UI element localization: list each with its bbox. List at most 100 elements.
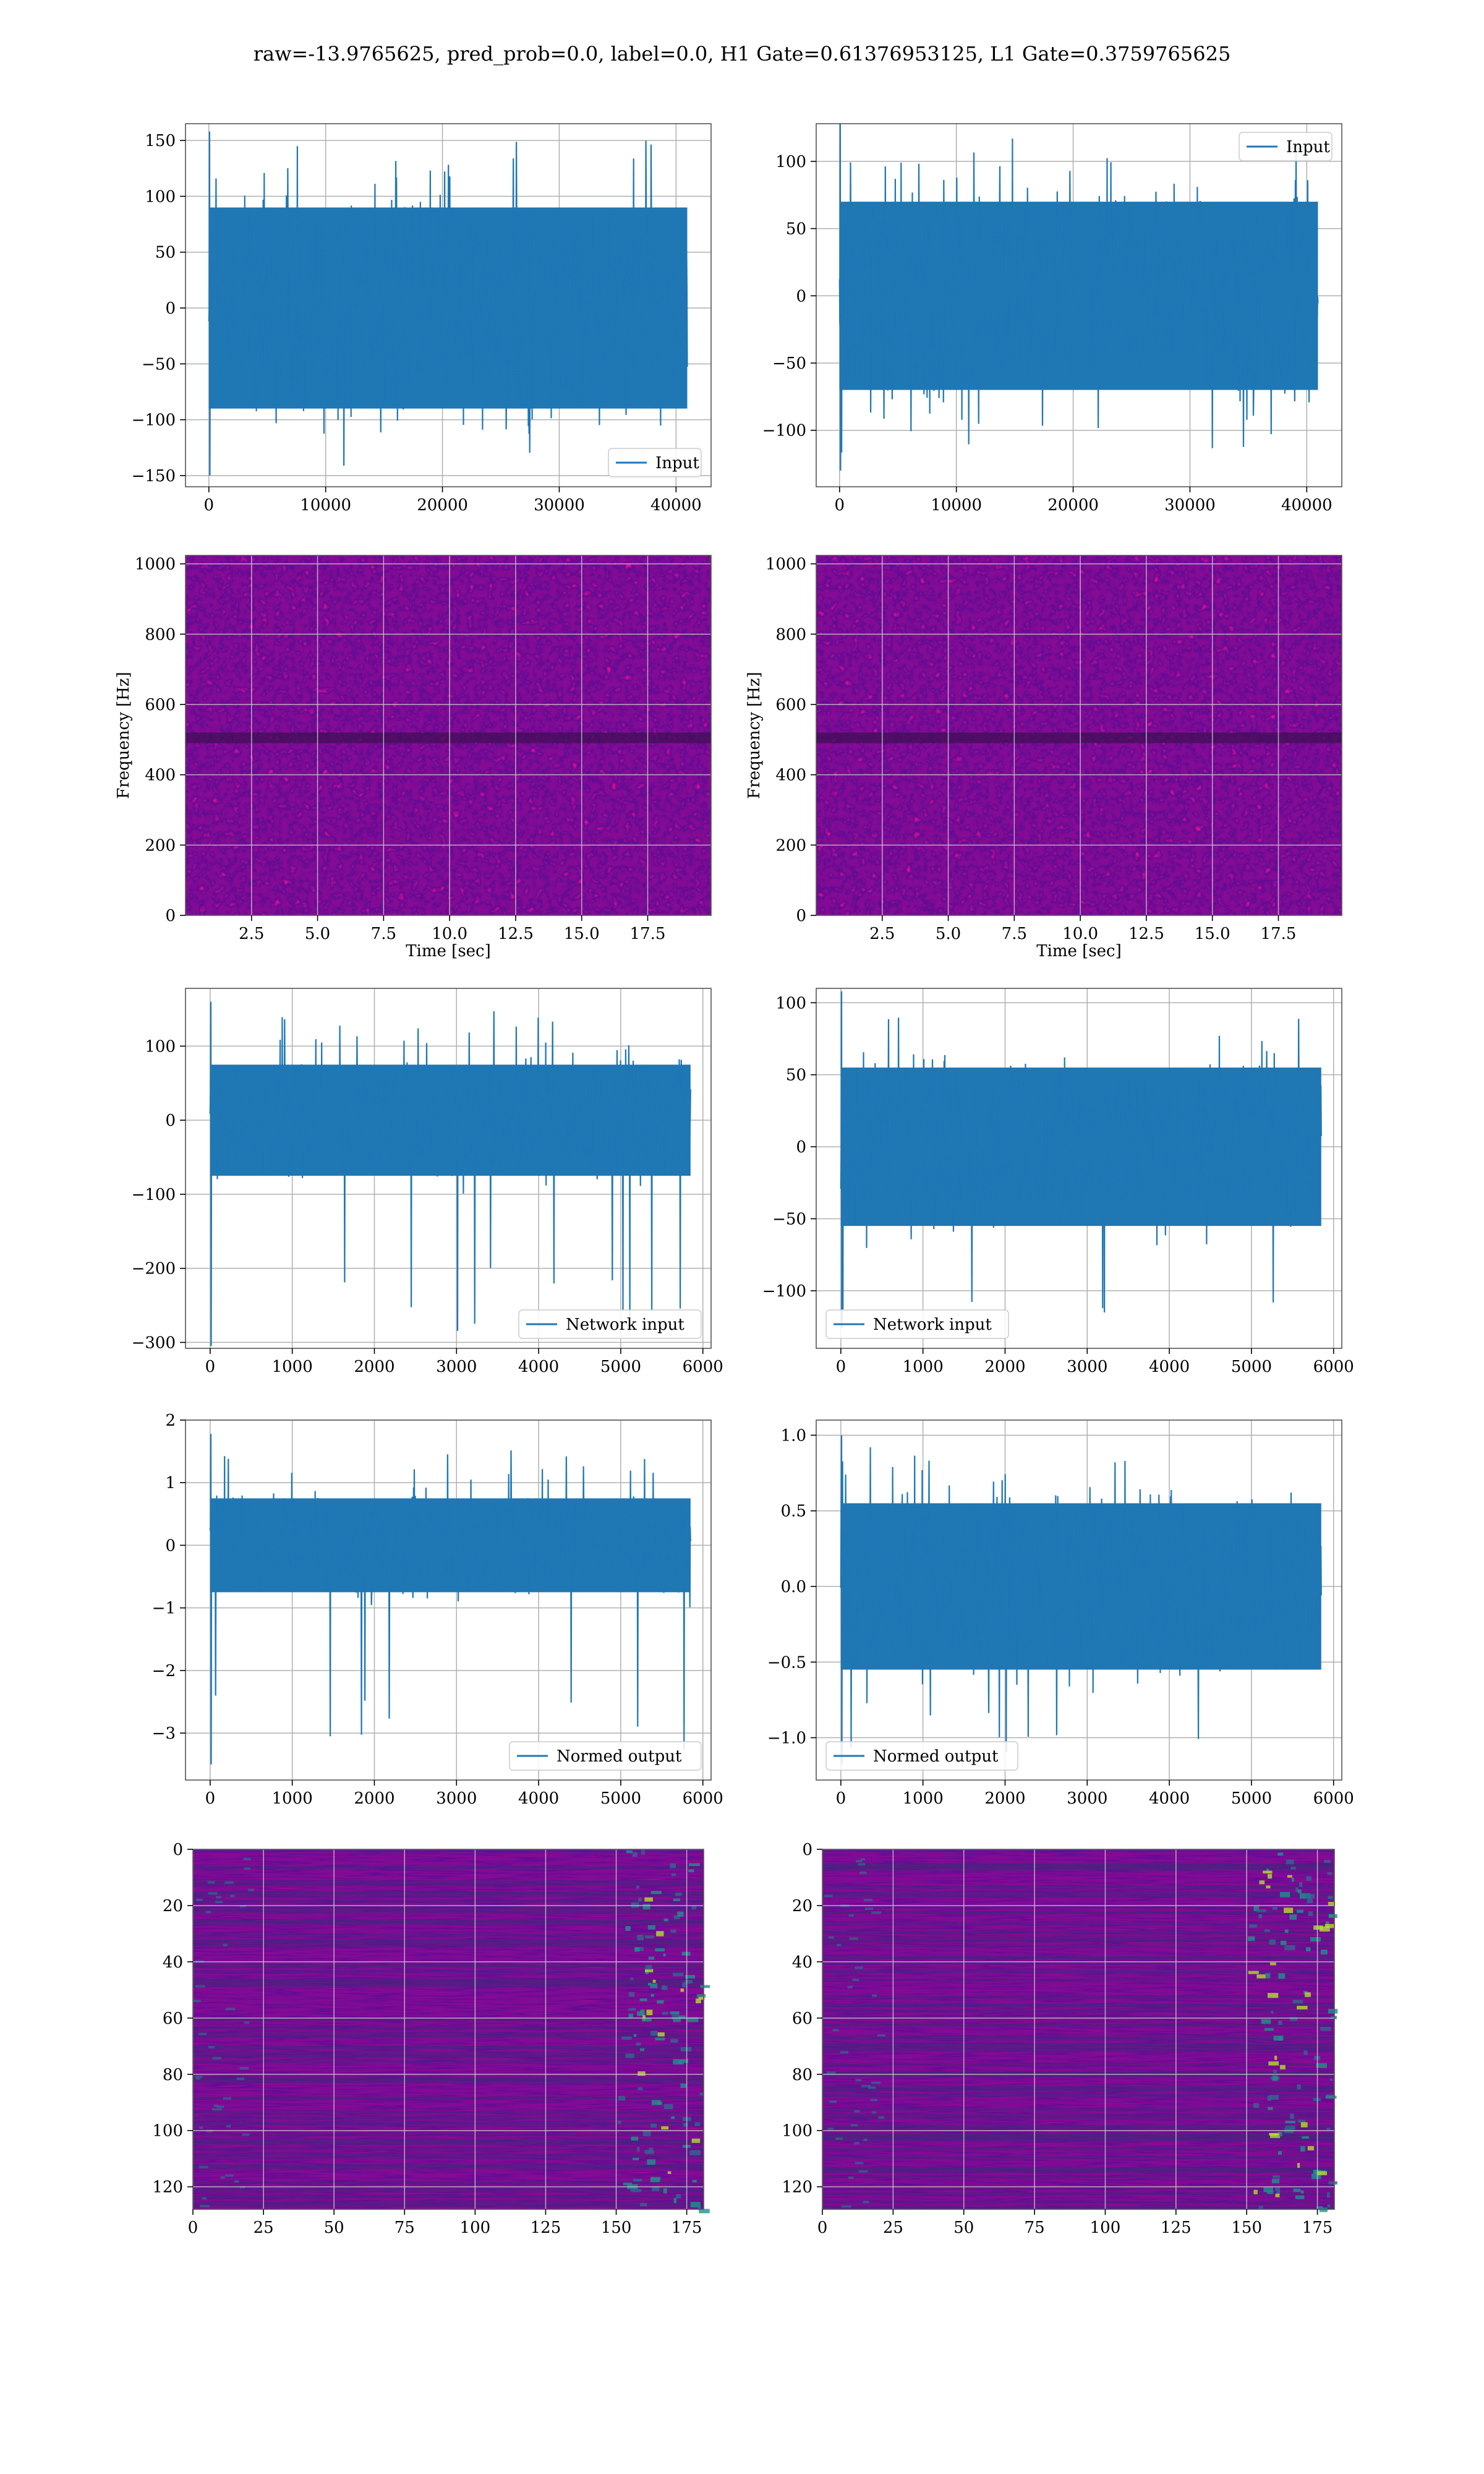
axes-frame [185, 555, 712, 916]
y-tick-label: 20 [163, 1897, 183, 1915]
heatmap-row [822, 1979, 1334, 1982]
y-tick-label: −100 [132, 1186, 176, 1204]
heatmap-hotspot [223, 2097, 232, 2100]
y-tick-label: 100 [775, 994, 806, 1012]
y-tick-label: 100 [152, 2122, 183, 2141]
heatmap-hotspot [1327, 2204, 1331, 2208]
x-tick-label: 0 [188, 2219, 198, 2237]
heatmap-hotspot [1272, 1907, 1277, 1910]
heatmap-hotspot [848, 2176, 854, 2179]
heatmap-cells [822, 1849, 1334, 2209]
heatmap-hotspot [1275, 2186, 1281, 2191]
heatmap-hotspot [244, 2021, 250, 2024]
heatmap-hotspot [696, 1994, 706, 1998]
heatmap-hotspot [855, 2079, 862, 2082]
heatmap-hotspot [655, 1948, 665, 1952]
heatmap-hotspot [663, 1918, 668, 1922]
axes-frame [192, 1849, 704, 2210]
x-tick-label: 1000 [903, 1358, 944, 1376]
heatmap-hotspot [673, 2059, 684, 2065]
x-tick-label: 0 [205, 1789, 216, 1808]
y-tick-label: −200 [132, 1260, 176, 1278]
heatmap-hotspot [680, 2083, 687, 2088]
heatmap-hotspot [628, 2013, 634, 2018]
heatmap-hotspot [1247, 1936, 1255, 1941]
y-tick-label: −1.0 [767, 1729, 806, 1748]
heatmap-row [822, 2147, 1334, 2151]
heatmap-hotspot [691, 2138, 701, 2143]
y-tick-label: 0.0 [781, 1578, 806, 1596]
heatmap-row [822, 1886, 1334, 1889]
chart-l1-network-input: 0 1000 2000 3000 4000 5000 6000 −100 −50 0 50 100 Ne… [762, 988, 1354, 1376]
series-line [838, 124, 1319, 471]
heatmap-row [193, 1942, 704, 1945]
heatmap-hotspot [1248, 1971, 1259, 1974]
y-tick-label: −50 [772, 354, 806, 373]
heatmap-hotspot [1277, 1852, 1284, 1856]
heatmap-hotspot [650, 1983, 658, 1988]
heatmap-row [822, 2186, 1334, 2190]
heatmap-hotspot [633, 2178, 642, 2182]
x-tick-label: 1000 [903, 1789, 944, 1808]
heatmap-hotspot [225, 2008, 236, 2011]
heatmap-hotspot [699, 2092, 704, 2096]
heatmap-hotspot [673, 1898, 681, 1901]
heatmap-hotspot [841, 2205, 851, 2208]
legend: Input [608, 448, 702, 477]
legend-box [608, 448, 702, 477]
y-tick-label: 200 [145, 836, 176, 855]
heatmap-hotspot [208, 2045, 215, 2048]
heatmap-hotspot [1325, 2095, 1337, 2099]
axes-frame [185, 988, 712, 1349]
heatmap-hotspot [1277, 2151, 1282, 2155]
heatmap-row [822, 2192, 1334, 2196]
heatmap-hotspot [1286, 1859, 1294, 1865]
heatmap-hotspot [651, 2100, 661, 2105]
heatmap-hotspot [1313, 1925, 1323, 1930]
heatmap-hotspot [1311, 2173, 1321, 2180]
heatmap-row [193, 1984, 704, 1987]
heatmap-hotspot [1269, 2133, 1279, 2136]
heatmap-hotspot [871, 1911, 882, 1914]
heatmap-row [822, 2113, 1334, 2117]
legend-label: Input [655, 454, 699, 473]
y-tick-label: −100 [762, 422, 806, 440]
heatmap-hotspot [878, 2116, 885, 2119]
heatmap-hotspot [1289, 1914, 1297, 1920]
heatmap-row [193, 1970, 704, 1974]
heatmap-row [822, 1970, 1334, 1974]
x-tick-label: 0 [204, 496, 215, 515]
heatmap-hotspot [640, 2202, 647, 2207]
heatmap-hotspot [1256, 1909, 1266, 1912]
heatmap-hotspot [849, 1937, 859, 1940]
heatmap-row [193, 1911, 704, 1914]
heatmap-row [822, 2139, 1334, 2142]
heatmap-row [193, 1981, 704, 1985]
heatmap-hotspot [673, 2017, 681, 2022]
x-tick-label: 5000 [1231, 1358, 1272, 1376]
heatmap-row [822, 2136, 1334, 2139]
heatmap-hotspot [630, 2189, 642, 2193]
x-tick-label: 1000 [272, 1358, 313, 1376]
heatmap-row [193, 2164, 704, 2167]
x-tick-label: 3000 [436, 1789, 477, 1808]
legend: Normed output [825, 1741, 1018, 1771]
heatmap-hotspot [829, 2100, 837, 2104]
x-tick-label: 2000 [354, 1789, 394, 1808]
heatmap-hotspot [868, 2086, 876, 2089]
y-tick-label: −150 [132, 467, 176, 486]
heatmap-row [822, 2201, 1334, 2204]
heatmap-hotspot [863, 2138, 868, 2141]
axes-layer: 0 10000 20000 30000 40000−150−100−5005010015… [114, 123, 1354, 2237]
heatmap-hotspot [642, 1904, 650, 1910]
x-tick-label: 100 [460, 2219, 491, 2237]
y-axis-label: Frequency [Hz] [745, 672, 764, 799]
heatmap-hotspot [697, 2207, 701, 2210]
x-tick-label: 100 [1090, 2219, 1121, 2237]
heatmap-hotspot [871, 2081, 881, 2084]
series-line [209, 1001, 691, 1346]
heatmap-hotspot [647, 1925, 655, 1930]
legend: Network input [825, 1309, 1009, 1339]
heatmap-hotspot [234, 2180, 239, 2183]
grid [186, 555, 711, 915]
